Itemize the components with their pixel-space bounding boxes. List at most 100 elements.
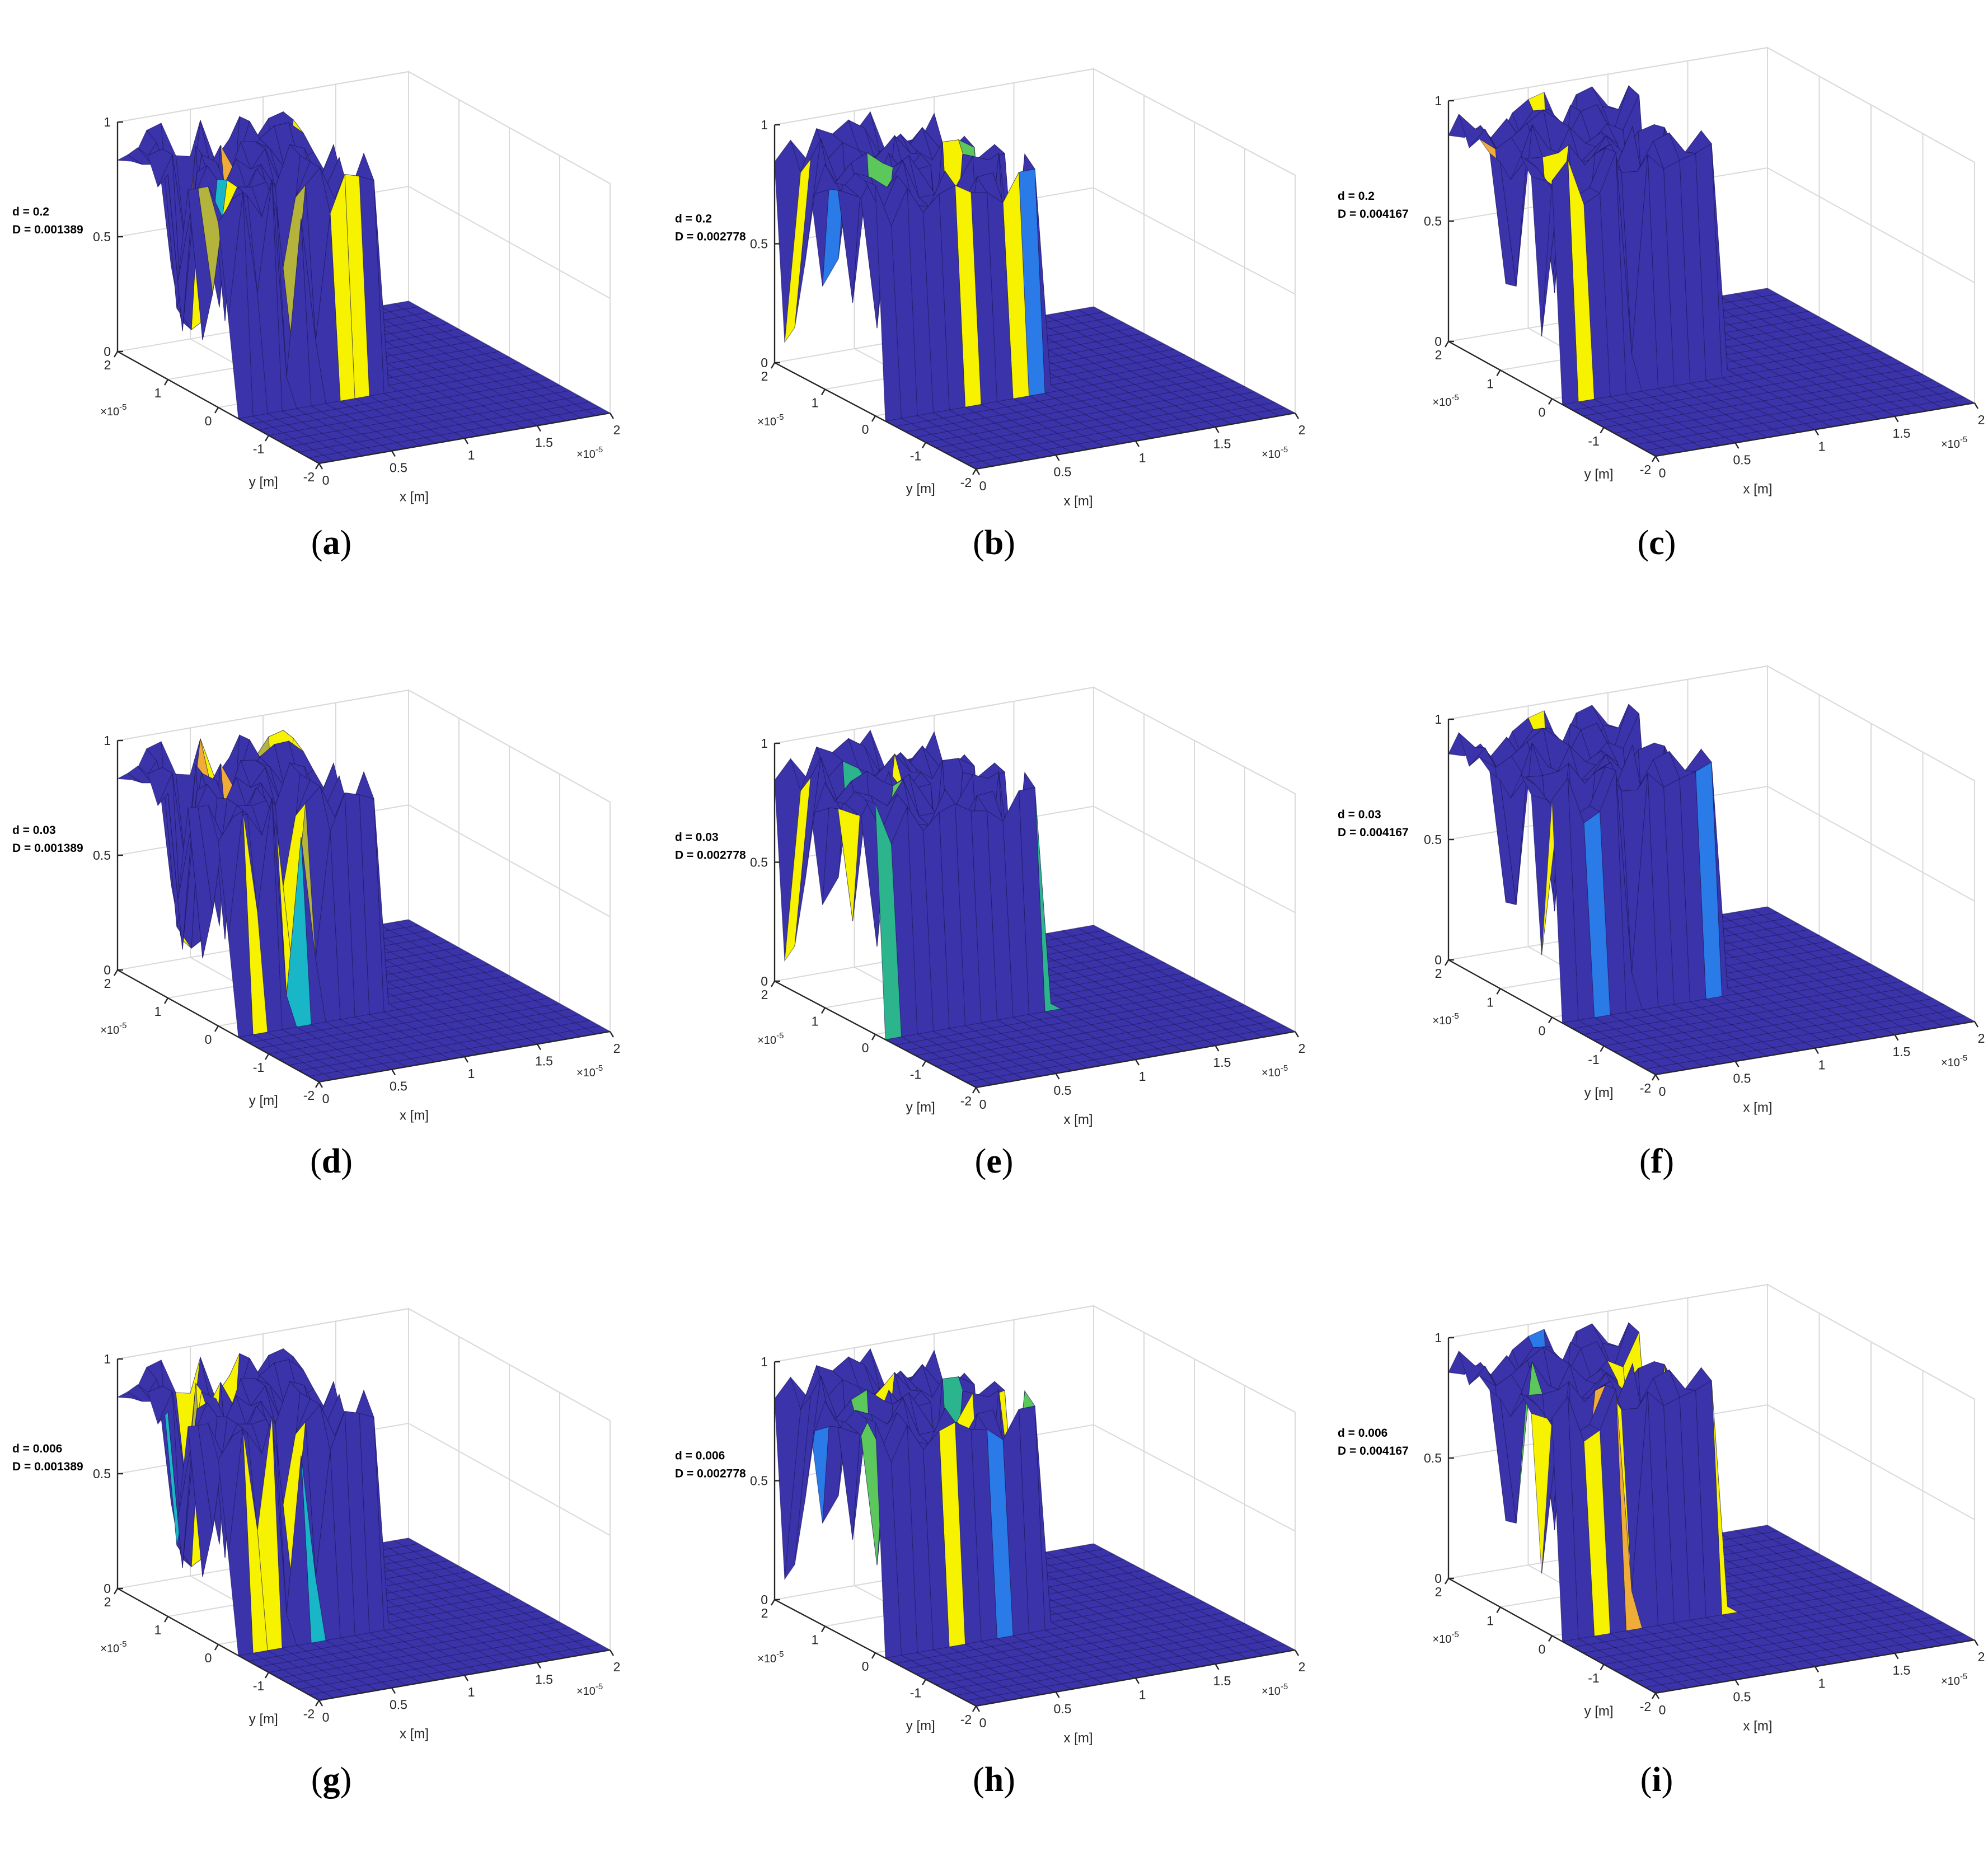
y-axis-title: y [m] xyxy=(1584,1085,1614,1100)
y-tick xyxy=(972,468,977,475)
y-tick-label: -2 xyxy=(960,475,972,490)
y-tick-label: -1 xyxy=(1588,434,1599,448)
y-tick xyxy=(264,1053,270,1060)
z-tick-label: 1 xyxy=(1434,93,1442,108)
z-tick-label: 0 xyxy=(761,355,768,370)
surface-plot-g: 0 0.5 1 2 1 0 -1 -2 0 0.5 1 1.5 2 y [m] x [m] ×10-5 ×10-… xyxy=(12,1307,620,1742)
x-tick-label: 1.5 xyxy=(1213,1674,1231,1688)
x-tick-label: 1 xyxy=(1818,1058,1826,1072)
surface xyxy=(1448,85,1976,457)
x-tick xyxy=(318,1700,323,1707)
y-tick xyxy=(972,1087,977,1094)
y-tick-label: -2 xyxy=(960,1094,972,1108)
y-tick-label: -2 xyxy=(303,470,315,484)
x-tick-label: 0.5 xyxy=(1054,1083,1072,1098)
z-tick-label: 0.5 xyxy=(750,237,768,251)
surface xyxy=(116,729,611,1082)
x-axis-multiplier: ×10-5 xyxy=(1262,1063,1288,1079)
y-axis-multiplier: ×10-5 xyxy=(757,1031,784,1047)
x-axis-title: x [m] xyxy=(1743,481,1773,496)
y-tick-label: -2 xyxy=(1640,462,1651,477)
x-tick-label: 2 xyxy=(1298,1041,1306,1056)
axes: 0 0.5 1 2 1 0 -1 -2 0 0.5 1 1.5 2 y [m] x [m] ×10-5 ×10-… xyxy=(1424,712,1985,1115)
z-tick-label: 0 xyxy=(104,344,111,359)
y-axis-title: y [m] xyxy=(249,1712,278,1727)
z-tick-label: 1 xyxy=(104,1352,111,1366)
y-tick-label: 1 xyxy=(812,396,819,410)
z-tick-label: 1 xyxy=(761,736,768,751)
y-tick xyxy=(113,1588,119,1595)
y-tick xyxy=(163,1616,169,1623)
x-tick xyxy=(1134,1677,1140,1684)
axes: 0 0.5 1 2 1 0 -1 -2 0 0.5 1 1.5 2 y [m] x [m] ×10-5 ×10-… xyxy=(750,1354,1305,1746)
x-tick xyxy=(975,1705,981,1712)
surface xyxy=(1448,704,1976,1075)
panel-caption-letter: a xyxy=(322,524,340,562)
x-tick-label: 0.5 xyxy=(390,461,407,475)
x-tick xyxy=(536,1043,542,1051)
x-tick xyxy=(1894,416,1899,423)
x-axis-title: x [m] xyxy=(1064,494,1093,509)
x-tick-label: 2 xyxy=(1978,1649,1985,1664)
y-tick xyxy=(315,1700,320,1707)
param-D-label: D = 0.004167 xyxy=(1338,1445,1409,1457)
x-tick-label: 0 xyxy=(322,1091,330,1106)
grid-line xyxy=(774,68,1296,176)
panel-caption-letter: g xyxy=(322,1761,340,1799)
y-tick xyxy=(214,1644,219,1651)
param-d-label: d = 0.03 xyxy=(12,824,56,837)
y-tick-label: 1 xyxy=(154,386,162,400)
x-tick xyxy=(1654,456,1660,462)
z-tick-label: 1 xyxy=(1434,1330,1442,1345)
x-tick xyxy=(1134,1059,1140,1066)
x-tick xyxy=(1055,454,1060,461)
y-tick xyxy=(1600,427,1605,434)
x-tick-label: 0 xyxy=(1659,1084,1666,1099)
x-axis-title: x [m] xyxy=(400,1727,429,1742)
y-tick xyxy=(113,351,119,358)
y-axis-multiplier: ×10-5 xyxy=(100,402,126,418)
param-d-label: d = 0.2 xyxy=(675,213,712,226)
x-axis-multiplier: ×10-5 xyxy=(576,1063,603,1079)
y-tick xyxy=(1548,398,1553,405)
x-tick xyxy=(1734,1061,1740,1067)
y-tick xyxy=(1444,341,1450,348)
y-tick-label: -1 xyxy=(910,449,921,463)
panel-caption: (h) xyxy=(973,1761,1015,1799)
x-axis-multiplier: ×10-5 xyxy=(1262,1682,1288,1698)
y-axis-multiplier: ×10-5 xyxy=(1432,1011,1459,1027)
z-tick-label: 1 xyxy=(104,115,111,129)
z-tick-label: 0.5 xyxy=(1424,1451,1442,1465)
x-tick-label: 0 xyxy=(1659,466,1666,480)
y-tick xyxy=(1496,988,1501,995)
surface-plot-d: 0 0.5 1 2 1 0 -1 -2 0 0.5 1 1.5 2 y [m] x [m] ×10-5 ×10-… xyxy=(12,689,620,1123)
x-tick-label: 2 xyxy=(1978,1031,1985,1046)
x-tick xyxy=(463,1675,469,1681)
x-tick xyxy=(1294,1031,1300,1038)
x-tick-label: 0 xyxy=(1659,1703,1666,1717)
x-tick xyxy=(609,413,615,419)
y-tick-label: 0 xyxy=(862,1659,869,1674)
x-tick xyxy=(1294,413,1300,419)
x-tick xyxy=(609,1031,615,1038)
y-tick xyxy=(1651,1074,1657,1081)
param-D-label: D = 0.002778 xyxy=(675,1468,746,1480)
y-tick-label: 0 xyxy=(205,1032,212,1047)
x-tick xyxy=(609,1649,615,1656)
y-tick-label: 0 xyxy=(205,1651,212,1665)
x-tick-label: 2 xyxy=(1978,413,1985,427)
x-tick xyxy=(391,1687,396,1694)
param-d-label: d = 0.03 xyxy=(1338,808,1381,821)
x-tick-label: 0 xyxy=(979,479,987,493)
y-tick-label: 2 xyxy=(1435,1585,1442,1599)
grid-line xyxy=(1448,46,1975,163)
y-tick xyxy=(214,407,219,414)
panel-caption-letter: b xyxy=(984,524,1004,562)
x-tick xyxy=(536,425,542,432)
x-tick-label: 1 xyxy=(1818,439,1826,454)
x-tick xyxy=(1734,1679,1740,1686)
y-tick xyxy=(770,981,776,987)
x-tick-label: 1.5 xyxy=(535,1054,553,1068)
y-tick xyxy=(1548,1016,1553,1024)
y-tick xyxy=(871,415,876,422)
